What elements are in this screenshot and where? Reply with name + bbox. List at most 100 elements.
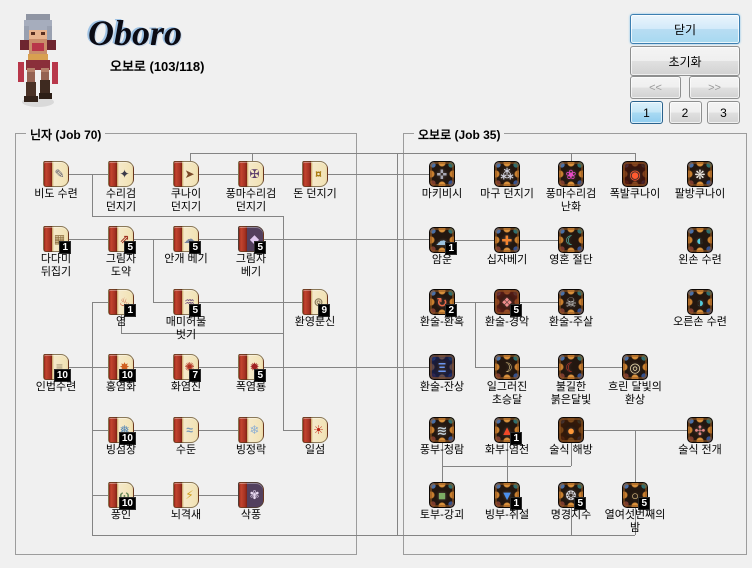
- skill-icon-ilseom[interactable]: ☀: [302, 417, 328, 443]
- connector-line: [69, 239, 108, 240]
- skill-icon-hongyeomhwa[interactable]: ✸ 10: [108, 354, 136, 382]
- skill-icon-myeonggyeongjisu[interactable]: ❂ 5: [558, 482, 586, 510]
- connector-line: [571, 153, 572, 161]
- skill-icon-coin-throw[interactable]: ¤: [302, 161, 328, 187]
- skill-icon-hwansul-jansang[interactable]: Ξ: [429, 354, 455, 380]
- skill-label-hwansul-gyeongak: 환술-경악: [484, 316, 530, 328]
- job-level-text: 오보로 (103/118): [110, 59, 205, 74]
- skill-icon-mist-slash[interactable]: ☁ 5: [173, 226, 201, 254]
- hwayeomjin-icon: ✺: [184, 360, 195, 374]
- skill-icon-yeom[interactable]: ♨ 1: [108, 289, 136, 317]
- connector-line: [455, 302, 494, 303]
- skill-icon-fuuma-ranhwa[interactable]: ❀: [558, 161, 584, 187]
- page-title: Oboro: [88, 13, 183, 53]
- skill-icon-tatami-flip[interactable]: ▦ 1: [43, 226, 71, 254]
- skill-icon-earth-charm[interactable]: ■: [429, 482, 455, 508]
- next-page-button[interactable]: >>: [689, 76, 740, 99]
- skill-label-amun: 암운: [431, 254, 453, 266]
- yeom-icon: ♨: [119, 295, 130, 309]
- skill-label-yeom: 염: [115, 316, 127, 328]
- skill-icon-fuuma-throw[interactable]: ✠: [238, 161, 264, 187]
- skill-label-cicada-shed: 매미허물 벗기: [165, 316, 207, 341]
- page-button-3[interactable]: 3: [707, 101, 740, 124]
- close-button[interactable]: 닫기: [630, 14, 740, 44]
- skill-icon-fire-charm[interactable]: ▲ 1: [494, 417, 522, 445]
- skill-label-illusion-clone: 환영분신: [294, 316, 336, 328]
- connector-line: [264, 174, 302, 175]
- skill-icon-sakpung[interactable]: ✾: [238, 482, 264, 508]
- skill-icon-amun[interactable]: ☁ 1: [429, 227, 457, 255]
- skill-icon-bingseomchang[interactable]: ❅ 10: [108, 417, 136, 445]
- connector-line: [92, 174, 93, 216]
- skill-icon-exploding-kunai[interactable]: ◉: [622, 161, 648, 187]
- skill-icon-hwansul-hwanhok[interactable]: ↻ 2: [429, 289, 457, 317]
- connector-line: [92, 302, 108, 303]
- skill-label-left-hand-training: 왼손 수련: [678, 254, 722, 266]
- skill-level-badge: 1: [59, 241, 71, 254]
- skill-level-badge: 5: [254, 241, 266, 254]
- skill-icon-kunai-throw[interactable]: ➤: [173, 161, 199, 187]
- skill-level-badge: 1: [510, 432, 522, 445]
- skill-icon-soul-cut[interactable]: ☾: [558, 227, 584, 253]
- skill-icon-left-hand-training[interactable]: ◐: [687, 227, 713, 253]
- skill-icon-hwansul-jusal[interactable]: ☠: [558, 289, 584, 315]
- skill-icon-ominous-red-moon[interactable]: ☾: [558, 354, 584, 380]
- skill-icon-illusion-clone[interactable]: ⊚ 9: [302, 289, 330, 317]
- connector-line: [328, 174, 429, 175]
- skill-label-tatami-flip: 다다미 뒤집기: [40, 253, 72, 278]
- skill-icon-wind-charm[interactable]: ≋: [429, 417, 455, 443]
- connector-line: [571, 508, 572, 535]
- character-sprite: [18, 14, 58, 107]
- pungin-icon: ω: [119, 488, 130, 502]
- skill-label-fuuma-throw: 풍마수리검 던지기: [225, 188, 277, 213]
- group-title-oboro: 오보로 (Job 35): [414, 126, 505, 143]
- page-button-1[interactable]: 1: [630, 101, 663, 124]
- skill-icon-bingjeongrak[interactable]: ❄: [238, 417, 264, 443]
- skill-level-badge: 5: [124, 241, 136, 254]
- skill-icon-spell-release[interactable]: ●: [558, 417, 584, 443]
- connector-line: [584, 367, 622, 368]
- skill-icon-pungin[interactable]: ω 10: [108, 482, 136, 510]
- skill-icon-hwansul-gyeongak[interactable]: ❖ 5: [494, 289, 522, 317]
- fuuma-ranhwa-icon: ❀: [565, 166, 577, 182]
- connector-line: [69, 367, 108, 368]
- skill-icon-right-hand-training[interactable]: ◑: [687, 289, 713, 315]
- connector-line: [264, 239, 429, 240]
- skill-label-bingjeongrak: 빙정락: [235, 444, 267, 456]
- skill-icon-cross-slash[interactable]: ✚: [494, 227, 520, 253]
- skill-icon-cicada-shed[interactable]: ♒ 5: [173, 289, 201, 317]
- skill-label-wind-charm: 풍부-청람: [419, 444, 465, 456]
- skill-icon-noegyeoksae[interactable]: ⚡: [173, 482, 199, 508]
- earth-charm-icon: ■: [438, 487, 446, 503]
- skill-icon-ninpo-training[interactable]: ≡ 10: [43, 354, 71, 382]
- skill-icon-hwayeomjin[interactable]: ✺ 7: [173, 354, 201, 382]
- skill-icon-bido-suryeon[interactable]: ✎: [43, 161, 69, 187]
- skill-icon-pokyeomryong[interactable]: ✹ 5: [238, 354, 266, 382]
- page-button-2[interactable]: 2: [668, 101, 702, 124]
- skill-icon-shadow-slash[interactable]: ◆ 5: [238, 226, 266, 254]
- hongyeomhwa-icon: ✸: [119, 360, 130, 374]
- skill-icon-ice-charm[interactable]: ▼ 1: [494, 482, 522, 510]
- throw-all-icon: ⁂: [500, 166, 514, 182]
- prev-page-button[interactable]: <<: [630, 76, 681, 99]
- skill-icon-hazy-moon-illusion[interactable]: ◎: [622, 354, 648, 380]
- connector-line: [199, 302, 302, 303]
- skill-icon-spell-unfold[interactable]: ✣: [687, 417, 713, 443]
- skill-level-badge: 5: [254, 369, 266, 382]
- bingseomchang-icon: ❅: [119, 423, 130, 437]
- skill-icon-makibishi[interactable]: ✜: [429, 161, 455, 187]
- skill-icon-sixteenth-night[interactable]: ○ 5: [622, 482, 650, 510]
- skill-label-kunai-throw: 쿠나이 던지기: [170, 188, 202, 213]
- skill-icon-distorted-crescent[interactable]: ☽: [494, 354, 520, 380]
- skill-label-hwansul-jansang: 환술-잔상: [419, 381, 465, 393]
- skill-icon-sudun[interactable]: ≈: [173, 417, 199, 443]
- skill-icon-palbang-kunai[interactable]: ❋: [687, 161, 713, 187]
- skill-icon-throw-all[interactable]: ⁂: [494, 161, 520, 187]
- reset-button[interactable]: 초기화: [630, 46, 740, 76]
- connector-line: [121, 315, 122, 333]
- skill-label-sudun: 수둔: [175, 444, 197, 456]
- skill-icon-suriken-throw[interactable]: ✦: [108, 161, 134, 187]
- skill-level-badge: 10: [118, 497, 136, 510]
- skill-icon-shadow-leap[interactable]: ⇗ 5: [108, 226, 136, 254]
